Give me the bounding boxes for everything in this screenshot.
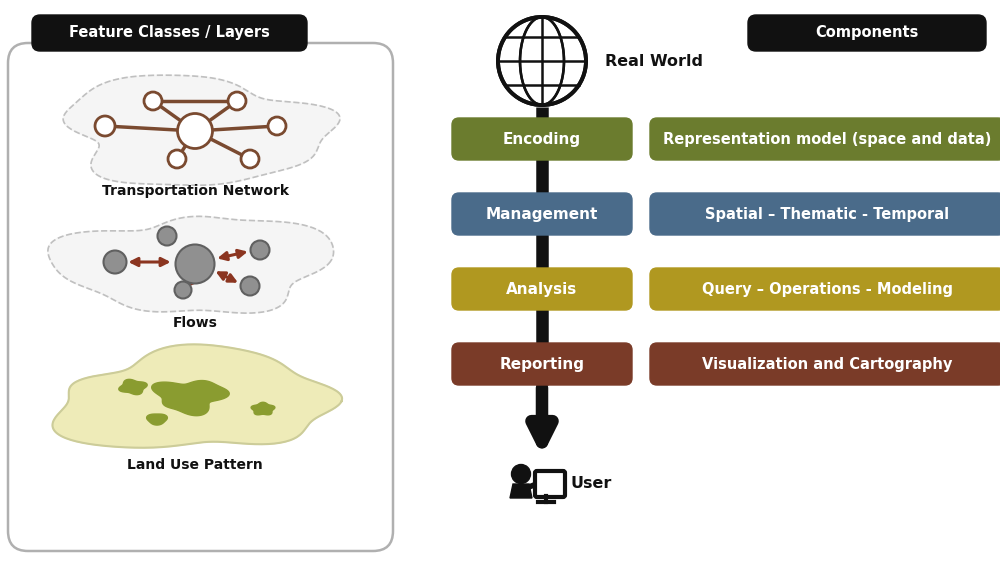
- Circle shape: [175, 282, 192, 299]
- Circle shape: [512, 464, 530, 484]
- Text: Representation model (space and data): Representation model (space and data): [663, 131, 992, 146]
- Polygon shape: [152, 381, 229, 416]
- Polygon shape: [119, 380, 147, 395]
- Text: Real World: Real World: [605, 53, 703, 68]
- Circle shape: [240, 277, 260, 295]
- Text: Transportation Network: Transportation Network: [102, 184, 288, 198]
- Text: Components: Components: [815, 25, 919, 40]
- FancyBboxPatch shape: [650, 343, 1000, 385]
- Circle shape: [178, 113, 212, 149]
- Polygon shape: [63, 75, 340, 185]
- Polygon shape: [147, 414, 167, 425]
- Circle shape: [268, 117, 286, 135]
- Circle shape: [250, 241, 270, 259]
- FancyBboxPatch shape: [452, 268, 632, 310]
- Circle shape: [228, 92, 246, 110]
- FancyBboxPatch shape: [452, 118, 632, 160]
- FancyBboxPatch shape: [650, 193, 1000, 235]
- Polygon shape: [510, 484, 532, 498]
- FancyBboxPatch shape: [535, 471, 565, 497]
- Circle shape: [95, 116, 115, 136]
- FancyBboxPatch shape: [452, 193, 632, 235]
- Circle shape: [104, 250, 126, 274]
- Text: Analysis: Analysis: [506, 282, 578, 296]
- Text: Visualization and Cartography: Visualization and Cartography: [702, 357, 953, 372]
- Circle shape: [144, 92, 162, 110]
- FancyBboxPatch shape: [748, 15, 986, 51]
- Circle shape: [241, 150, 259, 168]
- Text: Reporting: Reporting: [500, 357, 584, 372]
- Text: Query – Operations - Modeling: Query – Operations - Modeling: [702, 282, 953, 296]
- Text: Spatial – Thematic - Temporal: Spatial – Thematic - Temporal: [705, 207, 950, 221]
- Circle shape: [176, 245, 214, 283]
- Circle shape: [168, 150, 186, 168]
- Text: User: User: [570, 476, 611, 490]
- FancyBboxPatch shape: [8, 43, 393, 551]
- Text: Feature Classes / Layers: Feature Classes / Layers: [69, 25, 270, 40]
- Text: Encoding: Encoding: [503, 131, 581, 146]
- Polygon shape: [52, 344, 342, 448]
- Circle shape: [158, 226, 176, 245]
- FancyBboxPatch shape: [650, 268, 1000, 310]
- Polygon shape: [48, 216, 334, 313]
- FancyBboxPatch shape: [32, 15, 307, 51]
- Circle shape: [498, 17, 586, 105]
- FancyBboxPatch shape: [452, 343, 632, 385]
- Text: Land Use Pattern: Land Use Pattern: [127, 458, 263, 472]
- Text: Management: Management: [486, 207, 598, 221]
- Polygon shape: [251, 402, 275, 415]
- FancyBboxPatch shape: [650, 118, 1000, 160]
- Text: Flows: Flows: [173, 316, 217, 330]
